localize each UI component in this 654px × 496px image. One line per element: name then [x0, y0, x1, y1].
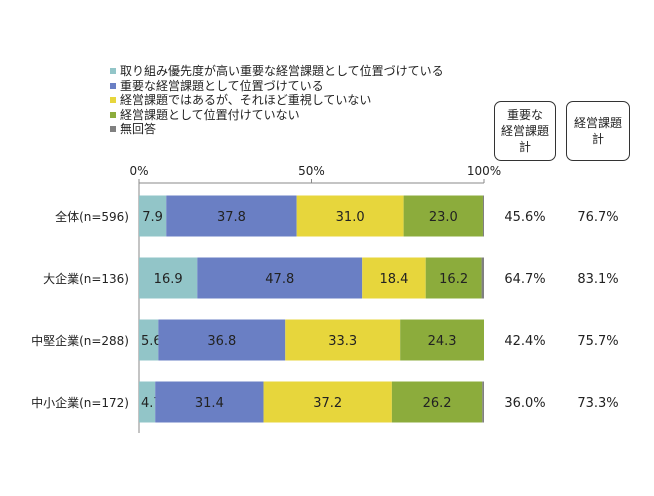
summary-value: 83.1% — [577, 272, 618, 287]
legend-label: 重要な経営課題として位置づけている — [120, 78, 324, 93]
bar-segment — [296, 195, 404, 237]
legend-swatch — [110, 111, 116, 118]
bar-segment — [482, 195, 484, 237]
summary-value: 76.7% — [577, 210, 618, 225]
legend-label: 経営課題として位置付けていない — [120, 107, 300, 122]
summary-header-total: 経営課題 計 — [566, 101, 630, 161]
data-label: 23.0 — [429, 210, 458, 225]
category-label: 中堅企業(n=288) — [31, 333, 129, 348]
summary-value: 64.7% — [504, 272, 545, 287]
bar-segment — [155, 381, 264, 423]
data-label: 26.2 — [423, 396, 452, 411]
data-label: 33.3 — [328, 334, 357, 349]
summary-header-important-total: 重要な 経営課題 計 — [494, 101, 556, 161]
data-label: 5.6 — [141, 334, 162, 349]
legend-swatch — [110, 126, 116, 133]
legend-label: 経営課題ではあるが、それほど重視していない — [120, 93, 372, 107]
bar-segment — [425, 257, 482, 299]
data-label: 16.9 — [154, 272, 183, 287]
legend-item: 経営課題ではあるが、それほど重視していない — [110, 93, 444, 108]
legend: 取り組み優先度が高い重要な経営課題として位置づけている 重要な経営課題として位置づ… — [110, 64, 444, 137]
bar-segment — [166, 195, 297, 237]
summary-value: 42.4% — [504, 334, 545, 349]
bar-segment — [362, 257, 426, 299]
data-label: 31.0 — [336, 210, 365, 225]
data-label: 31.4 — [195, 396, 224, 411]
bar-segment — [197, 257, 363, 299]
x-tick-label: 50% — [298, 164, 325, 178]
bar-segment — [400, 319, 484, 361]
data-label: 18.4 — [379, 272, 408, 287]
bar-segment — [139, 381, 156, 423]
legend-swatch — [110, 97, 116, 104]
data-label: 37.8 — [217, 210, 246, 225]
bar-segment — [285, 319, 401, 361]
legend-item: 経営課題として位置付けていない — [110, 108, 444, 123]
category-label: 全体(n=596) — [55, 209, 129, 224]
data-label: 16.2 — [439, 272, 468, 287]
bar-segment — [263, 381, 392, 423]
bar-segment — [139, 257, 198, 299]
bar-segment — [158, 319, 286, 361]
legend-label: 無回答 — [120, 122, 157, 136]
bar-segment — [139, 319, 159, 361]
x-tick-label: 0% — [129, 164, 148, 178]
legend-label: 取り組み優先度が高い重要な経営課題として位置づけている — [120, 64, 444, 78]
data-label: 47.8 — [265, 272, 294, 287]
summary-value: 75.7% — [577, 334, 618, 349]
data-label: 7.9 — [142, 210, 163, 225]
summary-value: 73.3% — [577, 396, 618, 411]
bar-segment — [403, 195, 483, 237]
legend-item: 重要な経営課題として位置づけている — [110, 79, 444, 94]
data-label: 36.8 — [207, 334, 236, 349]
bar-segment — [481, 257, 484, 299]
legend-item: 無回答 — [110, 122, 444, 137]
category-label: 中小企業(n=172) — [31, 395, 129, 410]
data-label: 37.2 — [313, 396, 342, 411]
bar-segment — [391, 381, 483, 423]
summary-value: 45.6% — [504, 210, 545, 225]
data-label: 24.3 — [428, 334, 457, 349]
legend-swatch — [110, 82, 116, 89]
bar-segment — [482, 381, 484, 423]
summary-value: 36.0% — [504, 396, 545, 411]
legend-item: 取り組み優先度が高い重要な経営課題として位置づけている — [110, 64, 444, 79]
bar-segment — [139, 195, 167, 237]
x-tick-label: 100% — [467, 164, 501, 178]
category-label: 大企業(n=136) — [43, 271, 129, 286]
legend-swatch — [110, 68, 116, 75]
